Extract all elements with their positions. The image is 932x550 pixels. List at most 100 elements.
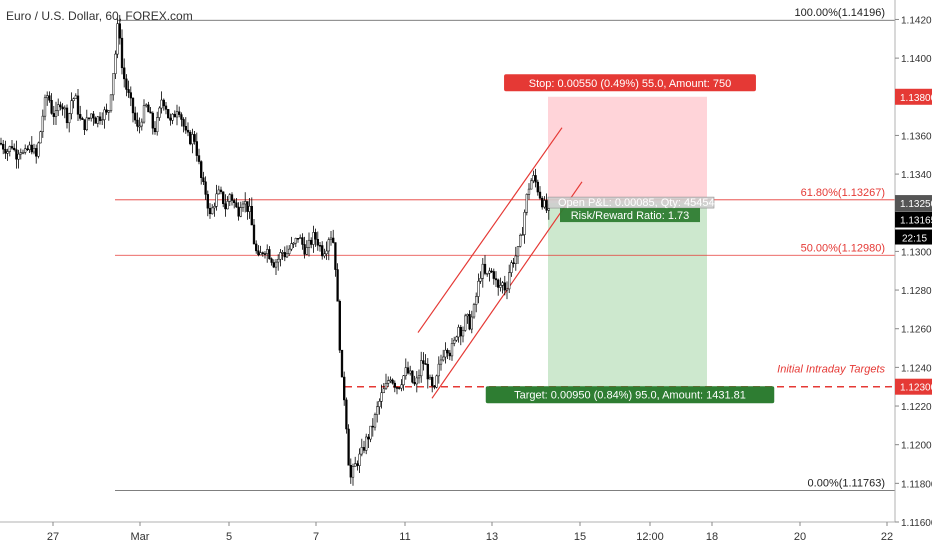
candle-body <box>477 280 480 297</box>
time-tick-label: 18 <box>706 531 718 543</box>
candle-body <box>186 129 190 133</box>
candle-body <box>4 148 7 154</box>
candle-body <box>365 436 368 451</box>
candle-body <box>175 111 179 118</box>
candle-body <box>90 113 93 119</box>
candle-body <box>151 112 154 129</box>
candle-body <box>356 463 359 466</box>
candle-body <box>131 97 135 114</box>
candle-body <box>470 316 473 330</box>
position-zones <box>548 96 707 387</box>
candle-body <box>433 385 436 388</box>
candle-body <box>15 149 18 160</box>
time-tick-label: 11 <box>399 531 410 543</box>
candle-body <box>0 142 3 145</box>
candle-body <box>81 118 84 120</box>
price-tick-label: 1.12400 <box>901 363 932 374</box>
candle-body <box>497 279 500 288</box>
candle-body <box>347 428 350 466</box>
candle-body <box>94 117 97 124</box>
candle-body <box>369 425 372 440</box>
candle-body <box>541 197 544 208</box>
candle-body <box>202 177 205 183</box>
candle-body <box>118 23 121 39</box>
candle-body <box>307 239 311 248</box>
candle-body <box>468 314 471 330</box>
channel-upper <box>417 127 563 333</box>
candle-body <box>19 152 22 155</box>
candle-body <box>65 107 69 124</box>
candle-body <box>32 148 36 153</box>
candle-body <box>323 253 326 257</box>
candle-body <box>453 339 456 344</box>
candle-body <box>514 255 517 264</box>
candle-body <box>431 376 434 387</box>
candle-body <box>250 205 253 226</box>
candle-body <box>380 392 383 402</box>
candle-body <box>475 296 478 305</box>
time-tick-label: 27 <box>47 531 59 543</box>
candle-body <box>180 114 183 120</box>
candle-body <box>277 258 280 263</box>
candle-body <box>334 242 337 270</box>
candle-body <box>140 121 143 127</box>
candle-body <box>288 248 291 255</box>
price-tick-label: 1.14200 <box>901 15 932 26</box>
candle-body <box>206 194 209 209</box>
candle-body <box>125 78 128 90</box>
candle-body <box>336 269 339 302</box>
candle-body <box>184 125 187 131</box>
price-axis[interactable]: 1.14200 1.14000 1.13800 1.13600 1.13400 1.132… <box>894 0 932 529</box>
candle-body <box>501 282 504 286</box>
candle-body <box>417 375 421 379</box>
candle-body <box>79 114 82 119</box>
candle-body <box>538 191 542 199</box>
candle-body <box>52 113 55 117</box>
candle-body <box>318 245 322 247</box>
candle-body <box>109 94 113 112</box>
time-axis[interactable]: 27 Mar 5 7 11 13 15 12:00 18 20 22 <box>0 521 895 543</box>
candle-body <box>402 375 405 386</box>
candle-body <box>362 447 366 451</box>
candle-body <box>389 379 392 382</box>
candle-body <box>35 148 38 157</box>
candle-body <box>248 205 251 212</box>
candle-body <box>332 237 335 243</box>
time-tick-label: 5 <box>226 531 232 543</box>
candle-body <box>283 252 286 258</box>
candle-body <box>492 271 495 279</box>
candle-body <box>305 247 308 255</box>
candle-body <box>134 112 137 121</box>
candle-body <box>391 379 394 384</box>
candle-body <box>123 67 126 80</box>
candle-body <box>373 414 377 428</box>
candle-body <box>41 115 44 132</box>
price-tick-label: 1.11600 <box>901 518 932 529</box>
candle-body <box>261 252 264 254</box>
candle-body <box>270 258 273 263</box>
candle-body <box>54 110 58 117</box>
candle-body <box>450 343 454 357</box>
candle-body <box>48 95 51 101</box>
candle-body <box>268 249 271 260</box>
candle-body <box>274 261 278 268</box>
price-tick-label: 1.13000 <box>901 247 932 258</box>
candle-body <box>294 238 297 244</box>
candle-body <box>321 245 324 257</box>
candle-body <box>241 203 245 208</box>
candle-body <box>279 252 282 260</box>
candle-body <box>446 349 449 354</box>
candle-body <box>382 388 385 393</box>
candle-body <box>527 188 531 195</box>
fib-label: 61.80%(1.13267) <box>801 187 885 199</box>
candle-body <box>494 278 498 281</box>
candle-body <box>521 234 524 236</box>
price-tag-bg <box>895 211 932 228</box>
candle-body <box>28 144 31 150</box>
candle-body <box>191 134 194 145</box>
candle-body <box>127 89 130 93</box>
candle-body <box>395 387 399 389</box>
time-tick-label: 22 <box>881 531 893 543</box>
candle-body <box>8 146 11 152</box>
